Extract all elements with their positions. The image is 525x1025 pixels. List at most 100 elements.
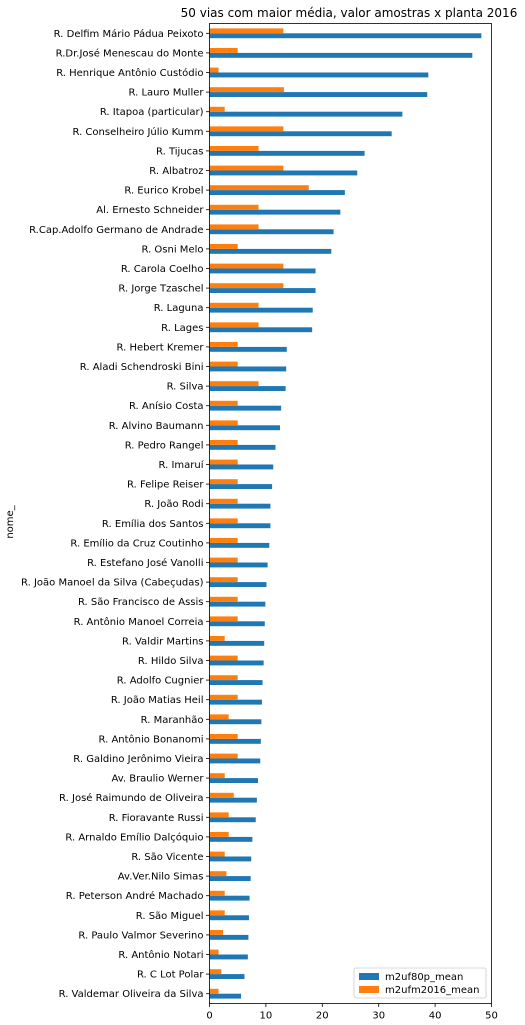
y-tick-label: R. São Miguel	[136, 911, 204, 922]
bar-m2uf80p_mean-25	[209, 523, 271, 529]
y-tick-label: R. José Raimundo de Oliveira	[59, 792, 203, 804]
bar-m2ufm2016_mean-48	[209, 969, 222, 975]
bar-m2uf80p_mean-7	[209, 170, 358, 176]
x-tick-labels: 0 10 20 30 40 50	[206, 1003, 498, 1022]
y-tick-label: R. Albatroz	[149, 166, 203, 177]
bar-m2uf80p_mean-21	[209, 444, 276, 450]
bar-m2ufm2016_mean-16	[209, 342, 238, 347]
y-tick-label: R. Valdemar Oliveira da Silva	[59, 989, 204, 1000]
bar-m2uf80p_mean-3	[209, 92, 428, 97]
y-tick-label: R. Galdino Jerônimo Vieira	[73, 753, 203, 765]
bar-m2uf80p_mean-10	[209, 229, 334, 235]
bar-m2ufm2016_mean-47	[209, 949, 219, 955]
bar-m2uf80p_mean-15	[209, 327, 313, 333]
bar-m2ufm2016_mean-23	[209, 479, 238, 485]
bar-m2ufm2016_mean-17	[209, 361, 238, 367]
bar-m2ufm2016_mean-3	[209, 87, 284, 93]
y-tick-label: R. Osni Melo	[141, 244, 203, 255]
bar-m2ufm2016_mean-38	[209, 773, 225, 779]
y-tick-label: R. Antônio Bonanomi	[99, 733, 204, 745]
bar-m2uf80p_mean-18	[209, 386, 286, 391]
y-tick-label: R. João Manoel da Silva (Cabeçudas)	[21, 578, 204, 589]
bar-m2uf80p_mean-27	[209, 562, 268, 568]
y-tick-label: R. Lauro Muller	[129, 88, 205, 99]
y-tick-label: R. Imaruí	[159, 459, 205, 471]
bar-m2ufm2016_mean-24	[209, 498, 238, 504]
y-tick-label: R. Laguna	[154, 303, 204, 314]
bar-m2ufm2016_mean-2	[209, 67, 219, 73]
bar-m2uf80p_mean-43	[209, 876, 251, 881]
bar-m2ufm2016_mean-21	[209, 440, 238, 445]
bar-m2uf80p_mean-4	[209, 111, 403, 117]
bar-m2ufm2016_mean-14	[209, 302, 259, 308]
bar-m2uf80p_mean-46	[209, 934, 249, 940]
y-tick-label: R.Cap.Adolfo Germano de Andrade	[29, 225, 203, 236]
y-tick-label: R. Estefano José Vanolli	[87, 557, 203, 569]
bar-m2ufm2016_mean-10	[209, 224, 259, 230]
bar-m2ufm2016_mean-26	[209, 538, 238, 543]
bar-m2ufm2016_mean-29	[209, 596, 238, 602]
x-tick-label: 50	[485, 1011, 498, 1022]
bar-m2ufm2016_mean-35	[209, 714, 229, 720]
y-tick-label: R. Henrique Antônio Custódio	[56, 67, 203, 79]
bar-m2uf80p_mean-0	[209, 33, 482, 39]
bar-m2ufm2016_mean-33	[209, 675, 238, 681]
bar-m2uf80p_mean-30	[209, 621, 265, 627]
y-tick-label: R. Silva	[167, 382, 204, 393]
y-tick-label: R. Eurico Krobel	[124, 186, 203, 197]
legend-label-m2ufm2016_mean: m2ufm2016_mean	[385, 985, 480, 996]
bar-m2ufm2016_mean-8	[209, 185, 309, 191]
bar-m2uf80p_mean-34	[209, 699, 262, 705]
bar-m2uf80p_mean-19	[209, 405, 282, 411]
y-tick-label: R. Paulo Valmor Severino	[78, 930, 203, 941]
bar-m2uf80p_mean-8	[209, 190, 345, 195]
bar-m2ufm2016_mean-44	[209, 890, 225, 896]
y-tick-label: R. João Rodi	[144, 499, 203, 510]
bar-m2ufm2016_mean-19	[209, 400, 238, 406]
bar-m2uf80p_mean-41	[209, 836, 253, 842]
x-tick-label: 10	[260, 1011, 273, 1022]
y-tick-label: R. Peterson André Machado	[66, 890, 204, 902]
chart-title: 50 vias com maior média, valor amostras …	[181, 6, 518, 20]
bar-m2ufm2016_mean-4	[209, 106, 225, 112]
bar-m2ufm2016_mean-30	[209, 616, 238, 622]
y-tick-label: R. Pedro Rangel	[125, 440, 204, 451]
bar-m2ufm2016_mean-27	[209, 557, 238, 563]
y-tick-label: R. Jorge Tzaschel	[118, 284, 203, 295]
bar-m2uf80p_mean-35	[209, 719, 262, 725]
bar-m2uf80p_mean-28	[209, 582, 267, 587]
bar-m2uf80p_mean-13	[209, 288, 316, 293]
bar-m2uf80p_mean-5	[209, 131, 392, 137]
legend-swatch-m2ufm2016_mean	[359, 986, 379, 993]
y-tick-label: R. Fioravante Russi	[109, 813, 204, 824]
bar-m2ufm2016_mean-25	[209, 518, 238, 524]
bar-m2uf80p_mean-39	[209, 797, 257, 803]
y-tick-label: R. Antônio Manoel Correia	[74, 616, 204, 628]
y-tick-label: R. Valdir Martins	[122, 636, 203, 647]
y-tick-label: R. Lages	[161, 323, 203, 334]
y-tick-label: R. Carola Coelho	[121, 264, 204, 275]
bar-m2ufm2016_mean-5	[209, 126, 284, 132]
y-tick-label: R. Emília dos Santos	[102, 518, 204, 530]
legend: m2uf80p_mean m2ufm2016_mean	[353, 967, 487, 999]
y-tick-label: R. Adolfo Cugnier	[117, 676, 205, 687]
bar-m2uf80p_mean-23	[209, 484, 273, 489]
bar-m2ufm2016_mean-37	[209, 753, 238, 759]
bar-m2uf80p_mean-45	[209, 915, 249, 921]
bars-group	[209, 28, 482, 999]
bar-m2uf80p_mean-48	[209, 974, 245, 979]
bar-m2uf80p_mean-36	[209, 738, 261, 744]
y-tick-label: Av.Ver.Nilo Simas	[118, 872, 204, 883]
y-tick-label: R. João Matias Heil	[111, 695, 204, 706]
bar-m2ufm2016_mean-13	[209, 283, 284, 289]
legend-swatch-m2uf80p_mean	[359, 973, 379, 980]
bar-m2uf80p_mean-17	[209, 366, 287, 372]
y-tick-label: R. Hebert Kremer	[117, 342, 205, 353]
bar-m2ufm2016_mean-43	[209, 871, 227, 877]
bar-m2uf80p_mean-22	[209, 464, 274, 470]
bar-m2ufm2016_mean-11	[209, 244, 238, 249]
legend-box	[353, 967, 487, 999]
bar-m2uf80p_mean-31	[209, 640, 265, 646]
bar-m2uf80p_mean-14	[209, 307, 313, 313]
